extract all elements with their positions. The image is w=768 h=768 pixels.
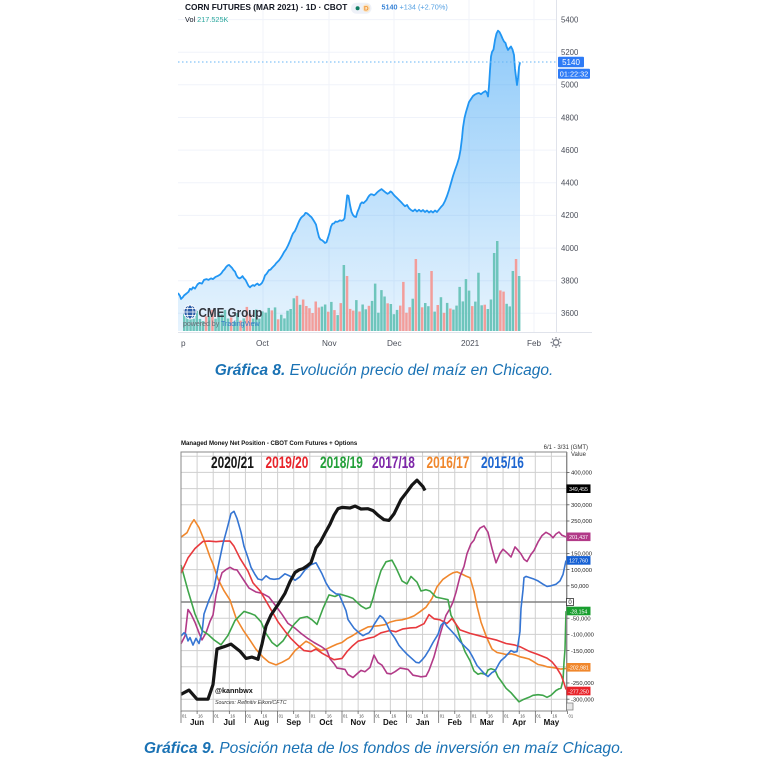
svg-text:-28,154: -28,154 (570, 609, 588, 615)
svg-text:CORN FUTURES (MAR 2021) · 1D ·: CORN FUTURES (MAR 2021) · 1D · CBOT (185, 2, 347, 12)
svg-text:16: 16 (456, 714, 461, 719)
svg-text:-250,000: -250,000 (571, 681, 594, 687)
svg-text:Dec: Dec (387, 339, 402, 348)
svg-text:-50,000: -50,000 (571, 616, 591, 622)
svg-text:Sep: Sep (286, 718, 301, 727)
svg-text:250,000: 250,000 (571, 519, 592, 525)
svg-text:Nov: Nov (351, 718, 367, 727)
svg-text:Value: Value (571, 452, 587, 458)
svg-text:4400: 4400 (561, 179, 579, 188)
svg-text:Mar: Mar (480, 718, 494, 727)
svg-text:2021: 2021 (461, 339, 480, 348)
svg-text:Feb: Feb (527, 339, 542, 348)
svg-text:400,000: 400,000 (571, 471, 592, 477)
svg-text:+134 (+2.70%): +134 (+2.70%) (400, 2, 448, 11)
svg-text:Aug: Aug (254, 718, 270, 727)
svg-text:Jan: Jan (416, 718, 430, 727)
svg-text:300,000: 300,000 (571, 503, 592, 509)
svg-text:16: 16 (359, 714, 364, 719)
svg-text:May: May (544, 718, 560, 727)
svg-text:16: 16 (263, 714, 268, 719)
svg-text:-100,000: -100,000 (571, 633, 594, 639)
svg-text:01: 01 (472, 714, 477, 719)
svg-text:Oct: Oct (319, 718, 333, 727)
svg-text:Apr: Apr (512, 718, 526, 727)
svg-text:01:22:32: 01:22:32 (560, 70, 588, 79)
svg-text:16: 16 (391, 714, 396, 719)
svg-text:01: 01 (504, 714, 509, 719)
svg-text:01: 01 (536, 714, 541, 719)
svg-text:01: 01 (440, 714, 445, 719)
svg-text:349,455: 349,455 (569, 487, 588, 493)
svg-text:16: 16 (488, 714, 493, 719)
svg-text:2019/20: 2019/20 (266, 454, 309, 472)
svg-text:-150,000: -150,000 (571, 649, 594, 655)
svg-text:Vol 217.525K: Vol 217.525K (185, 15, 229, 24)
svg-text:2018/19: 2018/19 (320, 454, 363, 472)
svg-text:6/1 - 3/31 (GMT): 6/1 - 3/31 (GMT) (544, 445, 588, 451)
svg-text:01: 01 (408, 714, 413, 719)
svg-text:01: 01 (182, 714, 187, 719)
svg-text:Jun: Jun (190, 718, 204, 727)
svg-text:01: 01 (279, 714, 284, 719)
svg-text:0: 0 (568, 600, 572, 606)
svg-text:4200: 4200 (561, 211, 579, 220)
svg-text:powered by TradingView: powered by TradingView (183, 321, 260, 328)
svg-text:16: 16 (424, 714, 429, 719)
svg-text:@kannbwx: @kannbwx (215, 686, 253, 695)
svg-text:16: 16 (552, 714, 557, 719)
svg-text:5400: 5400 (561, 15, 579, 24)
svg-text:01: 01 (311, 714, 316, 719)
svg-text:2015/16: 2015/16 (481, 454, 524, 472)
svg-text:01: 01 (214, 714, 219, 719)
svg-text:01: 01 (569, 714, 574, 719)
svg-text:4800: 4800 (561, 113, 579, 122)
svg-text:CME Group: CME Group (199, 306, 263, 320)
svg-text:16: 16 (520, 714, 525, 719)
svg-text:2020/21: 2020/21 (211, 454, 254, 472)
svg-text:Managed Money Net Position - C: Managed Money Net Position - CBOT Corn F… (181, 440, 358, 447)
svg-text:Feb: Feb (448, 718, 462, 727)
svg-text:100,000: 100,000 (571, 568, 592, 574)
svg-text:16: 16 (230, 714, 235, 719)
svg-text:50,000: 50,000 (571, 584, 589, 590)
svg-text:D: D (364, 6, 369, 13)
svg-text:-202,981: -202,981 (568, 666, 589, 672)
svg-text:Jul: Jul (224, 718, 236, 727)
svg-text:3800: 3800 (561, 277, 579, 286)
svg-text:-300,000: -300,000 (571, 697, 594, 703)
svg-text:01: 01 (343, 714, 348, 719)
svg-text:4000: 4000 (561, 244, 579, 253)
svg-text:5140: 5140 (382, 2, 398, 11)
svg-text:Oct: Oct (256, 339, 269, 348)
svg-text:127,760: 127,760 (569, 559, 588, 565)
svg-text:Nov: Nov (322, 339, 337, 348)
svg-text:01: 01 (246, 714, 251, 719)
svg-text:Dec: Dec (383, 718, 398, 727)
svg-text:01: 01 (375, 714, 380, 719)
svg-text:3600: 3600 (561, 309, 579, 318)
svg-text:16: 16 (295, 714, 300, 719)
svg-text:5200: 5200 (561, 48, 579, 57)
svg-text:4600: 4600 (561, 146, 579, 155)
svg-text:p: p (181, 339, 186, 348)
svg-text:16: 16 (327, 714, 332, 719)
svg-text:5000: 5000 (561, 81, 579, 90)
svg-text:16: 16 (198, 714, 203, 719)
svg-text:2017/18: 2017/18 (372, 454, 415, 472)
svg-text:201,437: 201,437 (569, 535, 588, 541)
svg-text:2016/17: 2016/17 (427, 454, 470, 472)
svg-text:-277,250: -277,250 (568, 689, 589, 695)
svg-text:5140: 5140 (562, 58, 580, 67)
svg-text:Sources: Refinitiv Eikon/CFTC: Sources: Refinitiv Eikon/CFTC (215, 700, 287, 706)
svg-text:150,000: 150,000 (571, 552, 592, 558)
